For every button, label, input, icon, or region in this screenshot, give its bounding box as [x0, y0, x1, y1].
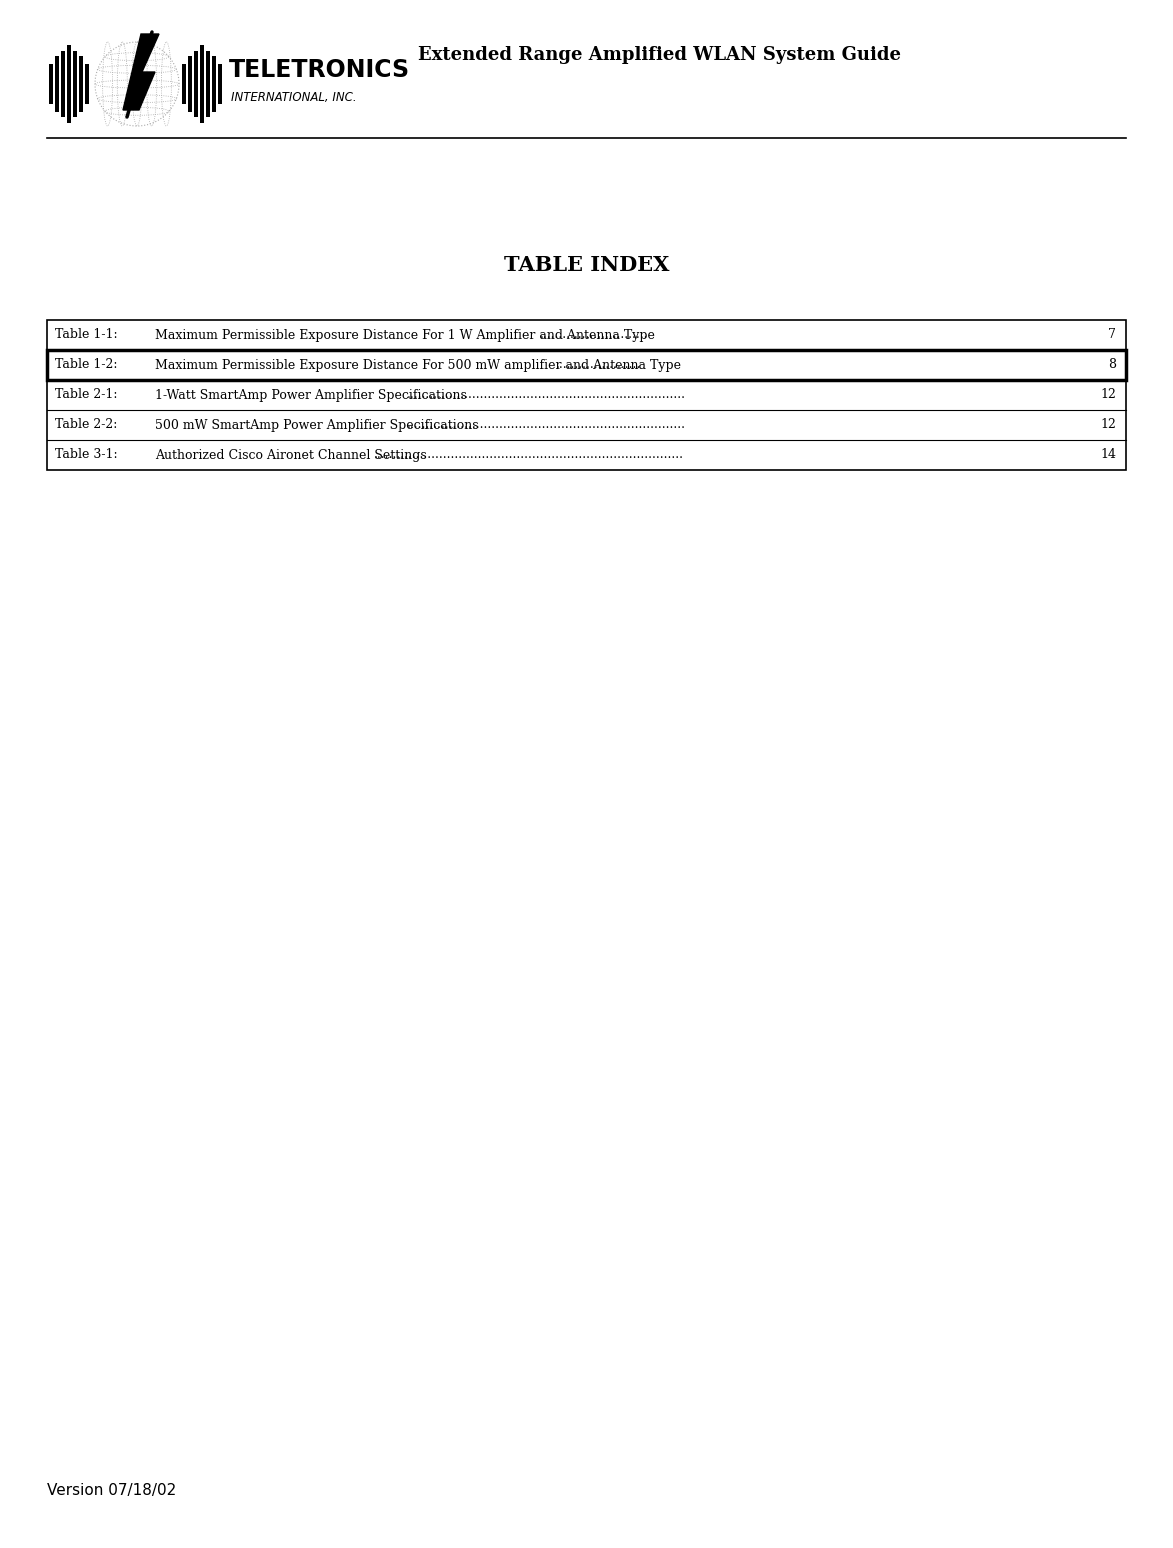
- Bar: [182, 65, 187, 104]
- Bar: [218, 65, 222, 104]
- Bar: [47, 350, 1126, 379]
- Text: Table 1-2:: Table 1-2:: [55, 359, 117, 372]
- Polygon shape: [123, 34, 160, 110]
- Text: ................................................................................: ........................................…: [374, 449, 684, 461]
- Text: Maximum Permissible Exposure Distance For 500 mW amplifier and Antenna Type: Maximum Permissible Exposure Distance Fo…: [155, 359, 682, 372]
- Text: 14: 14: [1100, 449, 1116, 461]
- Text: 1-Watt SmartAmp Power Amplifier Specifications: 1-Watt SmartAmp Power Amplifier Specific…: [155, 389, 470, 401]
- Text: INTERNATIONAL, INC.: INTERNATIONAL, INC.: [231, 90, 357, 104]
- Bar: [188, 56, 192, 111]
- Bar: [84, 65, 89, 104]
- Text: Authorized Cisco Aironet Channel Settings: Authorized Cisco Aironet Channel Setting…: [155, 449, 427, 461]
- Text: Table 1-1:: Table 1-1:: [55, 328, 117, 342]
- Text: Extended Range Amplified WLAN System Guide: Extended Range Amplified WLAN System Gui…: [419, 46, 902, 63]
- Text: Maximum Permissible Exposure Distance For 1 W Amplifier and Antenna Type: Maximum Permissible Exposure Distance Fo…: [155, 328, 655, 342]
- Bar: [61, 51, 65, 118]
- Bar: [206, 51, 210, 118]
- Bar: [49, 65, 53, 104]
- Bar: [73, 51, 77, 118]
- Bar: [67, 45, 72, 124]
- Text: 7: 7: [1108, 328, 1116, 342]
- Bar: [47, 320, 1126, 471]
- Text: 8: 8: [1108, 359, 1116, 372]
- Text: ............................: ............................: [541, 328, 649, 342]
- Bar: [55, 56, 59, 111]
- Text: Table 2-1:: Table 2-1:: [55, 389, 117, 401]
- Text: Table 2-2:: Table 2-2:: [55, 418, 117, 432]
- Text: TABLE INDEX: TABLE INDEX: [503, 255, 670, 276]
- Text: 12: 12: [1100, 389, 1116, 401]
- Bar: [79, 56, 83, 111]
- Text: Table 3-1:: Table 3-1:: [55, 449, 117, 461]
- Text: Version 07/18/02: Version 07/18/02: [47, 1483, 176, 1497]
- Text: ......................: ......................: [556, 359, 642, 372]
- Text: 500 mW SmartAmp Power Amplifier Specifications: 500 mW SmartAmp Power Amplifier Specific…: [155, 418, 482, 432]
- Bar: [194, 51, 198, 118]
- Bar: [212, 56, 216, 111]
- Text: ........................................................................: ........................................…: [407, 389, 685, 401]
- Text: 12: 12: [1100, 418, 1116, 432]
- Bar: [201, 45, 204, 124]
- Text: TELETRONICS: TELETRONICS: [229, 57, 411, 82]
- Text: ........................................................................: ........................................…: [407, 418, 685, 432]
